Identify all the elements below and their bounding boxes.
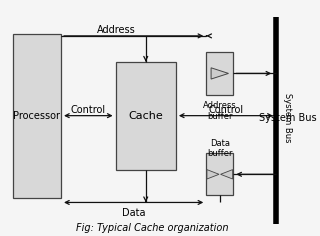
Text: Cache: Cache <box>128 111 163 121</box>
Text: Control: Control <box>71 105 106 115</box>
Polygon shape <box>220 170 233 179</box>
Bar <box>13 34 61 198</box>
Text: Data: Data <box>122 208 145 218</box>
Text: System Bus: System Bus <box>259 113 316 123</box>
Text: Processor: Processor <box>13 111 60 121</box>
Bar <box>206 153 233 195</box>
Bar <box>116 62 176 170</box>
Text: Control: Control <box>208 105 244 115</box>
Text: Data
buffer: Data buffer <box>207 139 233 158</box>
Polygon shape <box>211 68 228 79</box>
Text: Fig: Typical Cache organization: Fig: Typical Cache organization <box>76 223 228 233</box>
Bar <box>206 52 233 95</box>
Text: Address: Address <box>97 25 136 35</box>
Polygon shape <box>207 170 219 179</box>
Text: System Bus: System Bus <box>283 93 292 143</box>
Text: Address
buffer: Address buffer <box>203 101 237 121</box>
